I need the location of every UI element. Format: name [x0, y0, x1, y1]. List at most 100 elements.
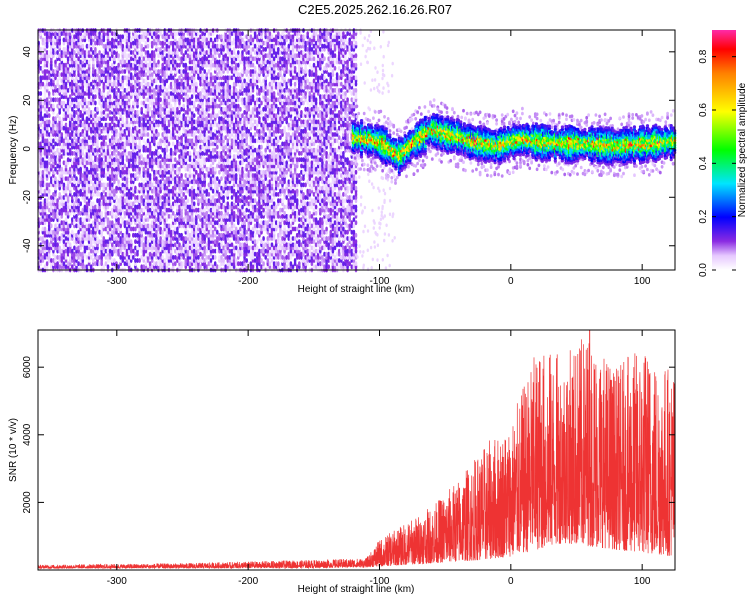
heatmap-cell [220, 255, 223, 260]
heatmap-cell [56, 226, 59, 232]
heatmap-cell [75, 138, 78, 144]
heatmap-cell [39, 141, 43, 147]
heatmap-cell [207, 255, 211, 260]
heatmap-cell [60, 72, 64, 77]
heatmap-cell [83, 264, 87, 270]
heatmap-cell [92, 192, 95, 197]
heatmap-cell [98, 261, 101, 267]
heatmap-cell [71, 160, 74, 166]
heatmap-cell [68, 242, 72, 248]
heatmap-cell [100, 157, 103, 163]
heatmap-cell [79, 119, 82, 125]
heatmap-cell [85, 69, 89, 74]
heatmap-cell [142, 207, 146, 213]
heatmap-cell [92, 201, 95, 207]
heatmap-cell [41, 169, 45, 175]
heatmap-cell [87, 122, 91, 128]
heatmap-cell [115, 128, 118, 134]
heatmap-cell [207, 119, 211, 125]
heatmap-cell [157, 151, 160, 156]
heatmap-cell [81, 43, 85, 49]
heatmap-cell [56, 261, 59, 267]
heatmap-cell [138, 56, 141, 62]
heatmap-cell [87, 169, 91, 175]
heatmap-cell [117, 264, 120, 270]
heatmap-cell [159, 154, 162, 159]
heatmap-cell [43, 198, 47, 204]
heatmap-cell [159, 236, 162, 241]
heatmap-cell [39, 47, 43, 52]
heatmap-cell [89, 97, 93, 103]
heatmap-cell [211, 81, 215, 87]
heatmap-cell [75, 53, 78, 59]
heatmap-cell [96, 198, 99, 204]
heatmap-cell [148, 242, 152, 248]
heatmap-cell [50, 138, 53, 144]
heatmap-cell [41, 188, 45, 194]
heatmap-cell [71, 195, 74, 200]
heatmap-cell [56, 210, 59, 216]
heatmap-cell [75, 75, 78, 81]
heatmap-cell [68, 81, 72, 87]
heatmap-cell [39, 217, 43, 223]
heatmap-cell [224, 144, 227, 150]
heatmap-cell [98, 192, 101, 197]
heatmap-cell [56, 113, 59, 118]
heatmap-cell [146, 217, 150, 223]
heatmap-cell [92, 182, 95, 188]
heatmap-cell [56, 138, 59, 144]
heatmap-cell [52, 37, 55, 43]
heatmap-cell [68, 204, 72, 210]
heatmap-cell [117, 232, 120, 238]
heatmap-cell [218, 169, 221, 175]
heatmap-cell [140, 214, 143, 219]
heatmap-cell [94, 47, 97, 52]
heatmap-cell [56, 255, 59, 260]
heatmap-cell [123, 59, 127, 65]
heatmap-cell [54, 223, 57, 229]
heatmap-cell [134, 185, 137, 191]
heatmap-cell [111, 220, 114, 226]
heatmap-cell [50, 258, 53, 263]
heatmap-cell [60, 84, 64, 90]
heatmap-cell [113, 56, 116, 62]
heatmap-cell [127, 122, 131, 128]
heatmap-cell [50, 176, 53, 182]
heatmap-cell [79, 132, 82, 137]
heatmap-cell [209, 258, 213, 263]
heatmap-cell [89, 144, 93, 150]
heatmap-cell [41, 75, 45, 81]
heatmap-cell [45, 138, 49, 144]
heatmap-cell [129, 72, 133, 77]
heatmap-cell [157, 59, 160, 65]
heatmap-cell [98, 173, 101, 178]
heatmap-cell [209, 37, 213, 43]
heatmap-cell [71, 138, 74, 144]
heatmap-cell [47, 157, 51, 163]
heatmap-cell [41, 255, 45, 260]
heatmap-cell [56, 179, 59, 185]
heatmap-cell [205, 116, 209, 122]
heatmap-cell [52, 144, 55, 150]
heatmap-cell [83, 154, 87, 159]
heatmap-cell [85, 223, 89, 229]
heatmap-cell [186, 229, 190, 235]
heatmap-cell [39, 91, 43, 96]
heatmap-cell [113, 258, 116, 263]
heatmap-cell [39, 122, 43, 128]
heatmap-cell [211, 195, 215, 200]
heatmap-cell [119, 223, 122, 229]
heatmap-cell [83, 62, 87, 68]
heatmap-cell [125, 88, 129, 93]
heatmap-cell [66, 157, 70, 163]
heatmap-cell [148, 106, 152, 112]
heatmap-cell [79, 59, 82, 65]
heatmap-cell [89, 119, 93, 125]
heatmap-cell [60, 100, 64, 106]
heatmap-cell [52, 103, 55, 109]
heatmap-cell [184, 62, 188, 68]
heatmap-cell [220, 176, 223, 182]
heatmap-cell [56, 147, 59, 153]
heatmap-cell [52, 97, 55, 103]
